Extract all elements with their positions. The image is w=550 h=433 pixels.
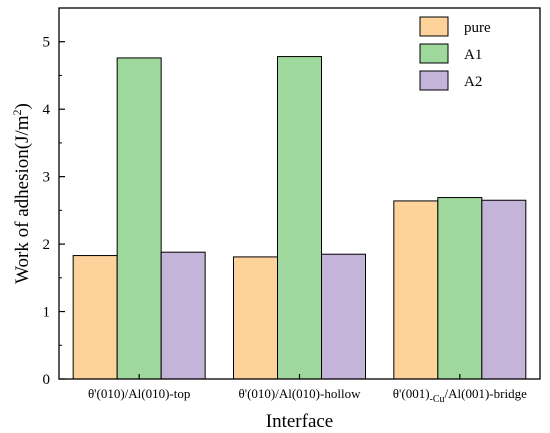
category-label: θ'(010)/Al(010)-hollow bbox=[239, 386, 362, 401]
category-label-text: θ'(010)/Al(010)-hollow bbox=[239, 386, 362, 401]
bar-a1-1 bbox=[116, 57, 162, 380]
x-axis-title: Interface bbox=[266, 411, 334, 432]
y-axis-title-end: ) bbox=[12, 103, 33, 109]
y-tick-label: 3 bbox=[43, 170, 51, 186]
y-ticks-group: 0 1 2 3 4 5 bbox=[43, 35, 65, 388]
bar-a1-3 bbox=[437, 197, 483, 380]
bars-group bbox=[72, 56, 527, 380]
category-label: θ'(001)-Cu/Al(001)-bridge bbox=[393, 386, 527, 405]
legend-label-a1: A1 bbox=[464, 47, 482, 63]
legend: pure A1 A2 bbox=[419, 16, 491, 91]
category-label-text: θ'(010)/Al(010)-top bbox=[88, 386, 190, 401]
y-tick-label: 4 bbox=[43, 102, 51, 118]
category-label-text-end: /Al(001)-bridge bbox=[445, 386, 528, 401]
bar-a2-1 bbox=[160, 251, 206, 380]
category-labels-group: θ'(010)/Al(010)-top θ'(010)/Al(010)-hollo… bbox=[88, 374, 527, 405]
y-tick-label: 5 bbox=[43, 35, 51, 51]
bar-pure-2 bbox=[233, 256, 278, 380]
legend-label-pure: pure bbox=[464, 20, 491, 36]
bar-a2-3 bbox=[481, 199, 527, 380]
bar-pure-3 bbox=[393, 200, 439, 380]
y-axis-title: Work of adhesion(J/m2) bbox=[10, 103, 33, 284]
y-axis-title-main: Work of adhesion(J/m bbox=[12, 115, 33, 284]
category-label-subscript: -Cu bbox=[430, 394, 445, 405]
y-tick-label: 0 bbox=[43, 372, 51, 388]
y-tick-label: 1 bbox=[43, 305, 51, 321]
category-label: θ'(010)/Al(010)-top bbox=[88, 386, 190, 401]
y-axis-title-superscript: 2 bbox=[10, 109, 24, 115]
legend-swatch-a2 bbox=[419, 70, 449, 91]
category-label-text: θ'(001) bbox=[393, 386, 430, 401]
y-tick-label: 2 bbox=[43, 237, 51, 253]
legend-label-a2: A2 bbox=[464, 74, 482, 90]
plot-frame bbox=[58, 7, 541, 380]
bar-a2-2 bbox=[321, 253, 366, 380]
legend-swatch-a1 bbox=[419, 43, 449, 64]
bar-pure-1 bbox=[72, 255, 118, 380]
bar-a1-2 bbox=[277, 56, 322, 380]
legend-swatch-pure bbox=[419, 16, 449, 37]
